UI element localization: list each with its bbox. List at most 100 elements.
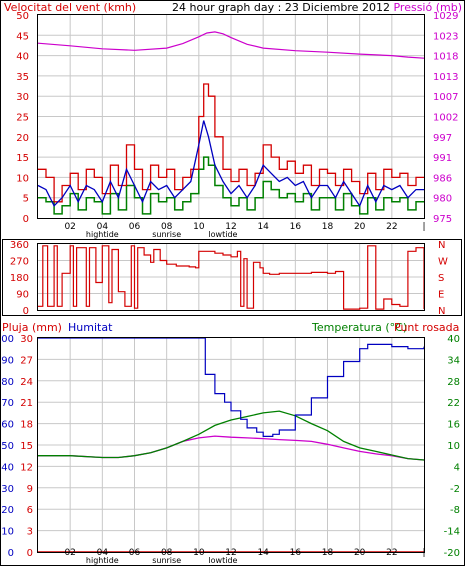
temperature-tick-label: 10	[447, 441, 460, 452]
pressure-tick-label: 975	[433, 214, 452, 225]
direction-plot-frame	[37, 243, 425, 311]
x-tick-label: 10	[193, 222, 205, 232]
temperature-tick-label: -14	[444, 527, 460, 538]
compass-tick-label: N	[438, 240, 445, 251]
wind-series	[37, 31, 425, 215]
x-tick-label: 06	[129, 222, 141, 232]
x-tick-label: 16	[290, 222, 302, 232]
x-tick-label: 18	[322, 548, 334, 558]
climate-left-ticks: 1009080706050403020100302724211815129630	[0, 334, 33, 559]
wind-tick-label: 10	[16, 173, 29, 184]
x-tick-label: 14	[257, 548, 269, 558]
temperature-tick-label: 34	[447, 355, 460, 366]
wind-x-markers: hightide sunrise lowtide	[86, 230, 238, 239]
rain-tick-label: 6	[27, 505, 33, 516]
wind-tick-label: 5	[23, 194, 29, 205]
direction-tick-label: 0	[23, 306, 29, 317]
rain-tick-label: 30	[20, 334, 33, 345]
wind-tick-label: 0	[23, 214, 29, 225]
direction-tick-label: 180	[10, 273, 29, 284]
wind-x-ticks: 02 04 06 08 10 12 14 16 18 20 22 |	[64, 222, 425, 232]
rain-tick-label: 15	[20, 441, 33, 452]
direction-line	[38, 245, 425, 310]
pressure-tick-label: 986	[433, 173, 452, 184]
humidity-axis-label: Humitat	[68, 321, 113, 334]
wind-tick-label: 45	[16, 31, 29, 42]
compass-tick-label: N	[438, 306, 445, 317]
x-marker-label: sunrise	[152, 556, 181, 565]
x-tick-label: 12	[225, 548, 236, 558]
x-marker-label: hightide	[86, 230, 119, 239]
rain-tick-label: 0	[27, 548, 33, 559]
wind-tick-label: 50	[16, 11, 29, 22]
wind-tick-label: 35	[16, 72, 29, 83]
pressure-line	[37, 31, 425, 59]
temperature-tick-label: 28	[447, 377, 460, 388]
wind-tick-label: 25	[16, 113, 29, 124]
x-tick-label: 12	[225, 222, 236, 232]
pressure-tick-label: 1002	[433, 113, 458, 124]
x-tick-label: 04	[97, 222, 109, 232]
direction-y-ticks: 360 270 180 90 0	[10, 240, 29, 317]
wind-tick-label: 20	[16, 133, 29, 144]
chart-title: 24 hour graph day : 23 Diciembre 2012	[172, 1, 390, 14]
direction-tick-label: 360	[10, 240, 29, 251]
compass-tick-label: W	[438, 257, 448, 268]
x-tick-label: 02	[64, 548, 75, 558]
humidity-tick-label: 40	[1, 462, 14, 473]
x-tick-label: 04	[97, 548, 109, 558]
pressure-tick-label: 980	[433, 194, 452, 205]
humidity-tick-label: 0	[8, 548, 14, 559]
x-tick-label: 22	[386, 548, 397, 558]
pressure-tick-label: 1018	[433, 52, 458, 63]
pressure-tick-label: 1013	[433, 72, 458, 83]
pressure-axis-label: Pressió (mb)	[393, 1, 462, 14]
temperature-tick-label: 4	[454, 462, 460, 473]
direction-tick-label: 270	[10, 257, 29, 268]
x-tick-label: 02	[64, 222, 75, 232]
humidity-tick-label: 90	[1, 355, 14, 366]
rain-tick-label: 18	[20, 420, 33, 431]
rain-tick-label: 12	[20, 462, 33, 473]
x-tick-label: |	[422, 548, 425, 558]
direction-tick-label: 90	[16, 290, 29, 301]
x-tick-label: 10	[193, 548, 205, 558]
x-tick-label: 20	[354, 548, 366, 558]
wind-tick-label: 40	[16, 52, 29, 63]
pressure-tick-label: 997	[433, 133, 452, 144]
temperature-tick-label: 22	[447, 398, 460, 409]
climate-x-markers: hightide sunrise lowtide	[86, 556, 238, 565]
rain-tick-label: 27	[20, 355, 33, 366]
x-tick-label: |	[422, 222, 425, 232]
humidity-tick-label: 30	[1, 484, 14, 495]
x-tick-label: 22	[386, 222, 397, 232]
humidity-tick-label: 80	[1, 377, 14, 388]
x-tick-label: 08	[161, 548, 173, 558]
x-marker-label: hightide	[86, 556, 119, 565]
x-tick-label: 16	[290, 548, 302, 558]
pressure-tick-label: 1023	[433, 31, 458, 42]
pressure-tick-label: 1029	[433, 11, 458, 22]
wind-gust-line	[38, 83, 424, 203]
x-tick-label: 20	[354, 222, 366, 232]
temperature-y-ticks: 40 34 28 22 16 10 4 -2 -8 -14 -20	[444, 334, 460, 559]
temperature-axis-label: Temperatura (°C)	[311, 321, 407, 334]
wind-plot-frame	[37, 14, 425, 219]
wind-axis-label: Velocitat del vent (kmh)	[4, 1, 136, 14]
pressure-tick-label: 1007	[433, 92, 458, 103]
rain-tick-label: 24	[20, 377, 33, 388]
dewpoint-axis-label: Punt rosada	[394, 321, 459, 334]
x-marker-label: lowtide	[208, 230, 237, 239]
wind-y-ticks: 0 5 10 15 20 25 30 35 40 45 50	[16, 11, 29, 225]
x-tick-label: 14	[257, 222, 269, 232]
temperature-tick-label: -8	[450, 505, 460, 516]
pressure-tick-label: 991	[433, 153, 452, 164]
temperature-tick-label: -2	[450, 484, 460, 495]
humidity-tick-label: 10	[1, 527, 14, 538]
rain-axis-label: Pluja (mm)	[2, 321, 62, 334]
x-tick-label: 06	[129, 548, 141, 558]
temperature-line	[38, 410, 425, 461]
